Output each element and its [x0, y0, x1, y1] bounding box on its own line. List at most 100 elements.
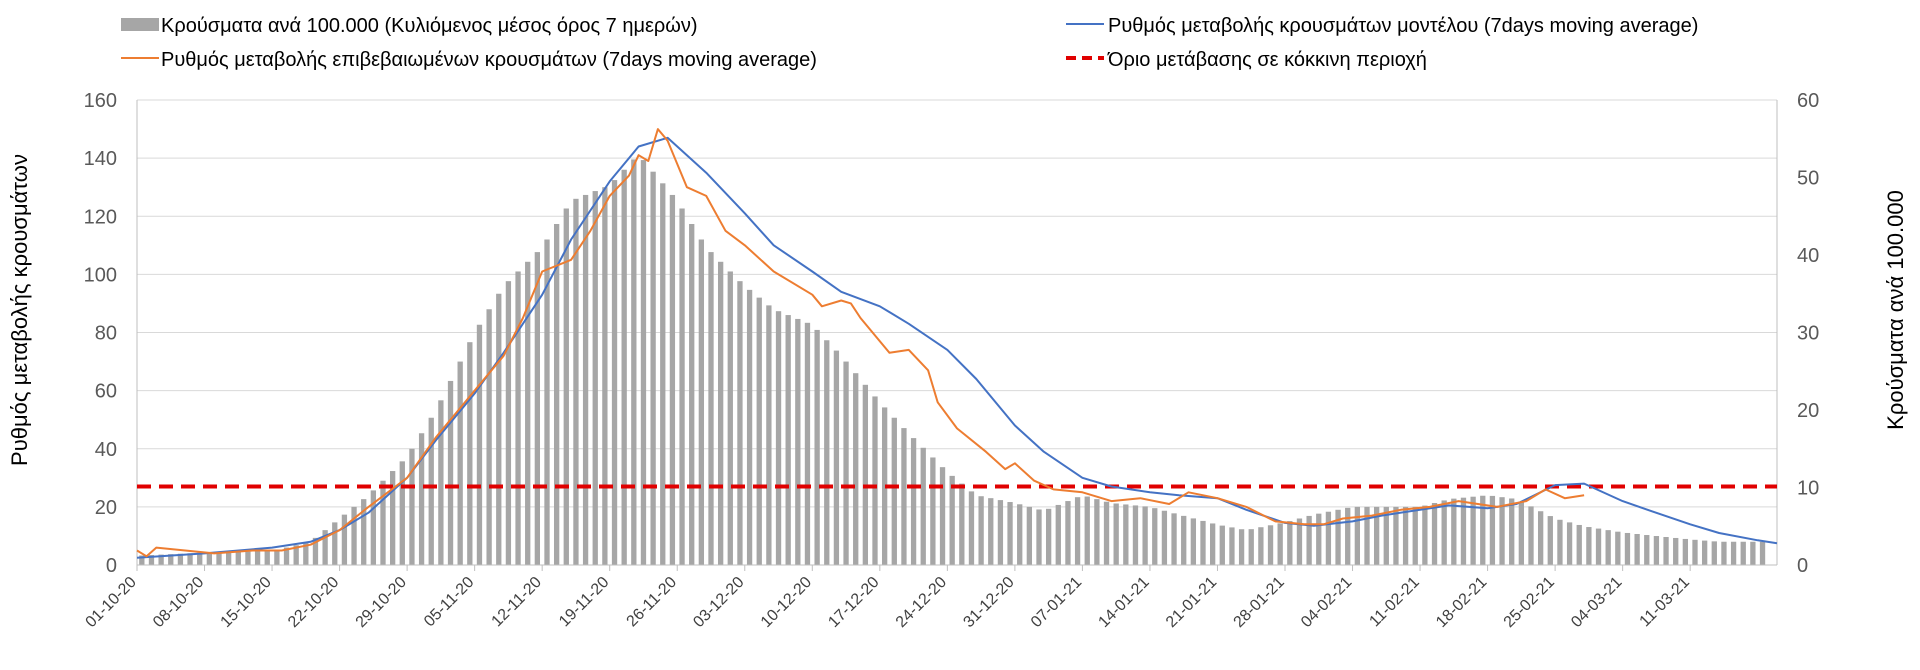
left-tick-label-160: 160: [84, 90, 117, 112]
bar-day-146: [1547, 516, 1553, 565]
x-tick-label-16: 21-01-21: [1163, 574, 1220, 631]
bar-day-109: [1190, 518, 1197, 565]
right-tick-label-30: 30: [1797, 323, 1819, 345]
x-tick-label-18: 04-02-21: [1298, 574, 1355, 631]
bar-day-95: [1055, 504, 1061, 565]
bar-day-5: [187, 553, 193, 565]
bar-day-13: [264, 551, 270, 565]
bar-day-131: [1402, 506, 1409, 565]
bar-day-132: [1412, 506, 1418, 565]
bar-day-40: [525, 261, 531, 565]
bar-day-72: [833, 350, 840, 565]
right-tick-label-50: 50: [1797, 168, 1819, 190]
bar-day-112: [1219, 525, 1225, 565]
bar-day-160: [1682, 538, 1689, 565]
bar-day-89: [997, 500, 1004, 565]
bar-day-152: [1605, 530, 1611, 565]
bar-day-49: [611, 180, 618, 566]
left-tick-label-100: 100: [84, 264, 117, 286]
bar-day-142: [1509, 498, 1515, 565]
left-tick-label-120: 120: [84, 206, 117, 228]
legend: Κρούσματα ανά 100.000 (Κυλιόμενος μέσος …: [121, 15, 1698, 71]
bar-day-168: [1759, 541, 1766, 565]
bar-day-50: [621, 169, 627, 565]
bar-day-136: [1451, 498, 1457, 565]
bar-day-84: [949, 475, 955, 565]
bar-day-51: [631, 159, 637, 565]
bar-day-119: [1287, 521, 1293, 565]
bar-day-83: [939, 467, 946, 565]
bar-day-33: [457, 361, 463, 565]
bar-day-165: [1730, 541, 1737, 565]
x-tick-label-12: 24-12-20: [893, 574, 950, 631]
bar-day-31: [438, 400, 444, 565]
right-tick-label-20: 20: [1797, 400, 1819, 422]
bar-day-57: [689, 224, 695, 565]
bar-day-90: [1007, 502, 1013, 565]
bar-day-154: [1624, 532, 1631, 565]
left-axis-title: Ρυθμός μεταβολής κρουσμάτων: [7, 154, 32, 466]
bar-day-42: [544, 239, 550, 565]
bar-day-37: [496, 293, 502, 565]
bar-day-41: [534, 252, 541, 565]
bar-day-73: [843, 361, 849, 565]
legend-item-threshold: Όριο μετάβασης σε κόκκινη περιοχή: [1066, 49, 1427, 71]
bar-day-114: [1238, 529, 1245, 565]
bar-day-102: [1123, 504, 1129, 565]
bar-day-11: [245, 551, 251, 565]
bar-day-128: [1373, 506, 1380, 565]
bar-day-87: [978, 496, 984, 565]
bar-day-16: [293, 545, 299, 565]
bar-day-153: [1615, 531, 1621, 565]
bar-day-77: [881, 407, 888, 565]
x-tick-label-2: 15-10-20: [218, 574, 275, 631]
bar-day-0: [139, 555, 145, 565]
bar-day-48: [602, 187, 608, 565]
bar-day-69: [804, 322, 811, 565]
x-tick-label-3: 22-10-20: [285, 574, 342, 631]
bar-day-4: [177, 553, 184, 565]
bar-day-71: [824, 340, 830, 565]
bar-day-30: [428, 417, 434, 565]
bar-day-138: [1470, 496, 1476, 565]
bar-day-35: [476, 324, 483, 565]
bar-day-65: [766, 305, 772, 565]
right-tick-label-60: 60: [1797, 90, 1819, 112]
bar-day-64: [756, 297, 762, 565]
bar-day-158: [1663, 537, 1669, 565]
bar-day-113: [1229, 527, 1235, 565]
bar-day-36: [486, 309, 492, 565]
bar-day-45: [573, 198, 579, 565]
legend-label-confirmed: Ρυθμός μεταβολής επιβεβαιωμένων κρουσμάτ…: [161, 49, 817, 71]
bar-day-126: [1354, 506, 1361, 565]
x-tick-label-19: 11-02-21: [1366, 574, 1423, 631]
bar-day-26: [389, 471, 396, 565]
left-tick-label-0: 0: [106, 555, 117, 577]
bar-day-74: [853, 373, 859, 565]
bar-day-159: [1673, 537, 1679, 565]
bar-day-21: [341, 514, 348, 565]
bar-day-93: [1036, 509, 1042, 565]
bar-day-96: [1065, 501, 1071, 565]
bar-day-58: [698, 239, 705, 565]
bar-day-135: [1441, 500, 1447, 565]
bar-day-68: [795, 318, 801, 565]
bar-day-117: [1267, 525, 1274, 565]
x-tick-label-9: 03-12-20: [690, 574, 747, 631]
bar-day-121: [1306, 515, 1312, 565]
bar-day-129: [1383, 506, 1389, 565]
bar-day-60: [717, 261, 724, 565]
bar-day-149: [1576, 524, 1582, 565]
bar-day-47: [592, 191, 598, 565]
bar-day-6: [197, 552, 203, 565]
bar-day-54: [660, 183, 666, 565]
bar-day-163: [1711, 541, 1717, 565]
bar-day-22: [351, 506, 357, 565]
bar-day-150: [1586, 527, 1592, 565]
x-tick-label-17: 28-01-21: [1231, 574, 1288, 631]
line-series: [136, 128, 1778, 559]
bar-day-59: [708, 252, 714, 565]
bar-day-85: [959, 483, 965, 565]
bar-day-91: [1017, 504, 1023, 565]
bar-day-130: [1393, 506, 1399, 565]
